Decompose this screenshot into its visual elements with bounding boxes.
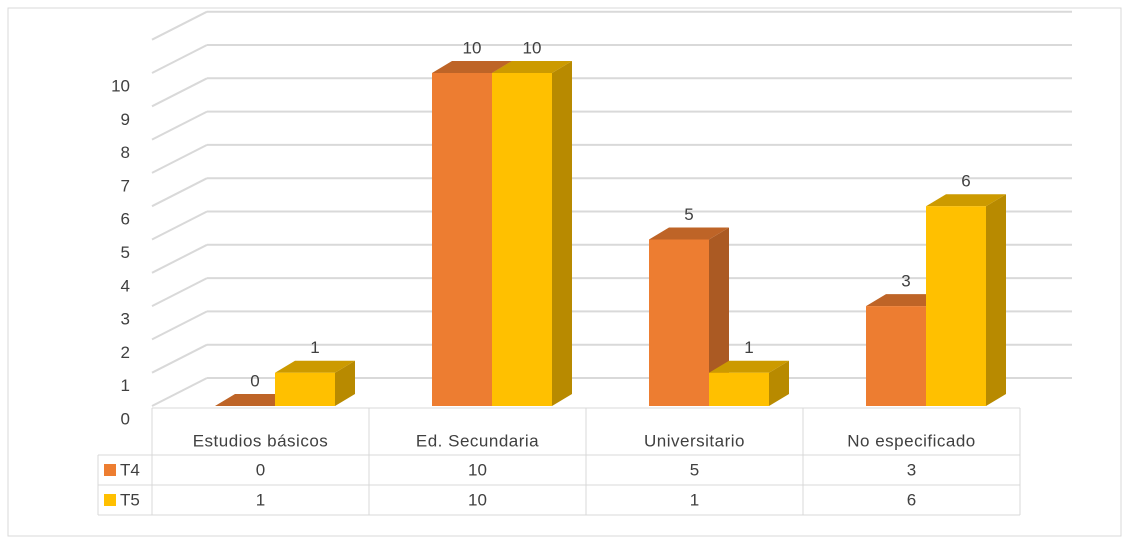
bar-side [552,61,572,406]
category-label: Estudios básicos [193,431,329,450]
table-value: 10 [468,490,487,509]
bar-side [709,227,729,406]
grid-line [151,77,208,108]
bar-top [275,360,355,373]
legend-label: T4 [120,460,140,479]
bar-top [492,61,572,73]
bar-front [926,206,986,406]
y-tick-label: 6 [121,210,130,229]
bar-top [432,61,512,73]
table-value: 0 [256,460,265,479]
y-tick-label: 4 [121,276,130,295]
data-label: 0 [250,371,259,390]
bar-front [709,372,769,406]
grid-line [151,310,208,341]
grid-line [151,343,208,374]
table-value: 1 [690,490,699,509]
y-tick-label: 0 [121,409,130,428]
table-value: 5 [690,460,699,479]
bar-front [492,73,552,406]
bar-front [866,306,926,406]
data-label: 6 [961,172,970,191]
bar [649,227,729,406]
legend-label: T5 [120,490,140,509]
category-label: Ed. Secundaria [416,431,539,450]
bar [492,61,572,406]
category-label: Universitario [644,431,745,450]
grid-line [151,277,208,307]
data-label: 1 [310,338,319,357]
y-tick-label: 5 [121,243,130,262]
bar-front [649,239,709,406]
grid-line [151,110,208,141]
grid-line [151,177,208,208]
bar-side [769,360,789,406]
data-label: 10 [463,38,482,57]
grid-line [151,144,208,174]
bar [709,360,789,406]
data-label: 1 [744,338,753,357]
bar-side [335,360,355,406]
bar [926,194,1006,406]
y-tick-label: 10 [111,76,130,95]
table-value: 3 [907,460,916,479]
y-tick-label: 8 [121,143,130,162]
legend-swatch [104,464,116,476]
wall-edge [151,10,208,41]
bar-front [275,372,335,406]
legend-swatch [104,494,116,506]
y-tick-label: 1 [121,376,130,395]
bar [275,360,355,406]
bar-top [926,194,1006,207]
y-tick-label: 9 [121,110,130,129]
y-tick-label: 3 [121,310,130,329]
data-label: 10 [523,38,542,57]
bar-top [709,360,789,373]
bar-front [432,73,492,406]
bar-top [649,227,729,240]
grid-line [151,377,208,407]
grid-line [151,243,208,274]
data-label: 5 [684,205,693,224]
grid-line [151,44,208,74]
y-tick-label: 7 [121,176,130,195]
grid-line [151,210,208,241]
category-label: No especificado [847,431,975,450]
data-label: 3 [901,272,910,291]
table-value: 6 [907,490,916,509]
table-value: 1 [256,490,265,509]
y-tick-label: 2 [121,343,130,362]
table-value: 10 [468,460,487,479]
bar-side [986,194,1006,406]
